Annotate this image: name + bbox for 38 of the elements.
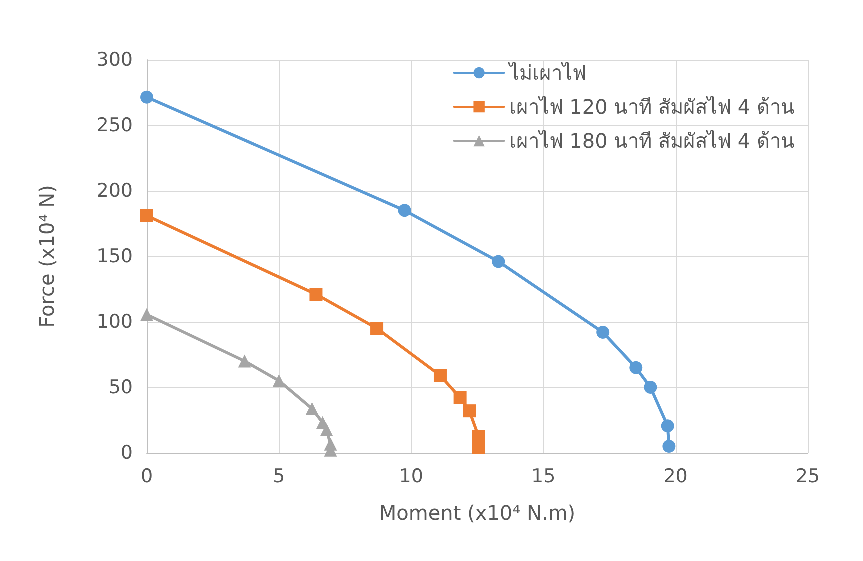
point: [472, 441, 486, 454]
point: [140, 308, 154, 322]
point: [454, 391, 467, 404]
y-tick-label: 300: [96, 49, 133, 71]
x-tick-label: 15: [532, 466, 556, 488]
point: [306, 402, 319, 416]
point: [644, 381, 658, 394]
y-tick-label: 150: [96, 246, 133, 268]
point: [140, 209, 154, 222]
point: [370, 322, 384, 336]
y-tick-label: 50: [108, 376, 133, 398]
point: [398, 204, 412, 218]
point: [320, 423, 334, 436]
point: [630, 361, 643, 374]
point: [596, 326, 610, 339]
x-tick-label: 10: [399, 466, 424, 488]
y-tick-label: 0: [120, 442, 133, 464]
y-tick-label: 100: [96, 311, 133, 333]
y-tick-label: 250: [96, 114, 133, 136]
point: [463, 404, 476, 418]
x-tick-label: 20: [664, 466, 688, 488]
x-tick-label: 5: [273, 466, 286, 488]
point: [492, 255, 506, 268]
point: [661, 420, 674, 433]
x-tick-label: 0: [140, 466, 154, 488]
legend-label: ไม่เผาไฟ: [507, 61, 586, 85]
point: [238, 354, 252, 368]
y-axis-title: Force (x10⁴ N): [35, 185, 59, 328]
point: [140, 90, 154, 104]
x-tick-label: 25: [796, 466, 820, 488]
legend-label: เผาไฟ 120 นาที สัมผัสไฟ 4 ด้าน: [509, 95, 795, 119]
point: [272, 374, 286, 388]
point: [310, 288, 323, 301]
point: [662, 440, 676, 453]
legend-label: เผาไฟ 180 นาที สัมผัสไฟ 4 ด้าน: [509, 129, 795, 153]
x-axis-title: Moment (x10⁴ N.m): [379, 501, 576, 525]
y-tick-label: 200: [96, 180, 133, 202]
point: [434, 369, 447, 382]
